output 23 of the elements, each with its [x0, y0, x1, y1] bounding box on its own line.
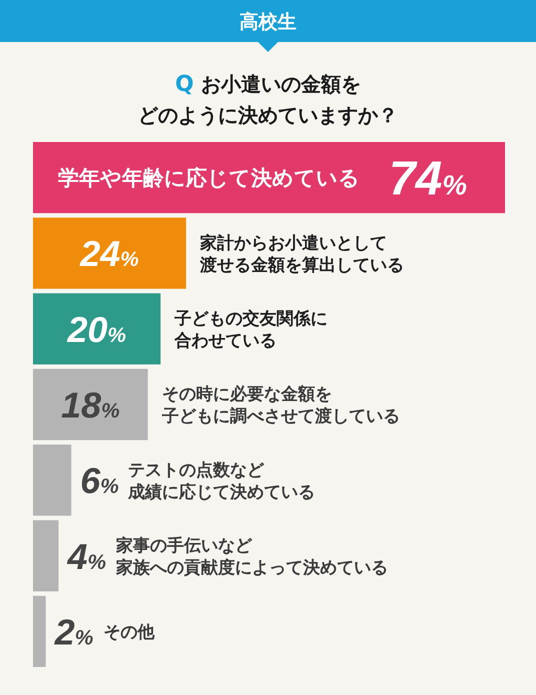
y-tick-label: 家計からお小遣いとして渡せる金額を算出している [199, 233, 404, 276]
chart-subtitle: Q お小遣いの金額をどのように決めていますか？ [138, 72, 398, 127]
bar [33, 368, 148, 440]
y-tick-label: その他 [103, 622, 156, 643]
y-tick-label: 子どもの交友関係に合わせている [174, 308, 328, 351]
bar [33, 218, 186, 289]
data-label: 6% [80, 460, 119, 502]
data-label: 20% [66, 308, 126, 350]
data-label: 74% [388, 152, 467, 206]
bar [33, 444, 72, 516]
data-label: 24% [79, 233, 139, 274]
bar [33, 293, 161, 364]
data-label: 18% [61, 384, 120, 426]
data-label: 4% [66, 536, 106, 577]
bar [33, 596, 46, 667]
y-tick-label: 学年や年齢に応じて決めている [58, 166, 360, 190]
chart-title: 高校生 [240, 11, 296, 33]
y-tick-label: その時に必要な金額を子どもに調べさせて渡している [160, 384, 400, 427]
y-tick-label: テストの点数など成績に応じて決めている [126, 460, 315, 502]
bar [33, 520, 59, 592]
bar [33, 142, 505, 214]
y-tick-label: 家事の手伝いなど家族への貢献度によって決めている [115, 536, 388, 578]
data-label: 2% [54, 611, 94, 652]
